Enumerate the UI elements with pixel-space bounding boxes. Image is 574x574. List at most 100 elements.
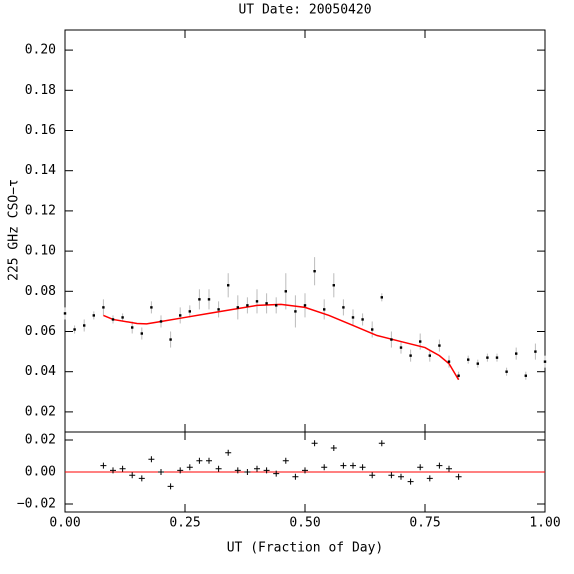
data-point: [524, 374, 527, 377]
data-point: [131, 326, 134, 329]
data-point: [265, 302, 268, 305]
residual-point: [215, 465, 222, 472]
x-tick-label: 0.75: [409, 516, 440, 531]
residual-point: [330, 445, 337, 451]
residual-point: [138, 475, 145, 482]
data-point: [227, 284, 230, 287]
data-point: [342, 306, 345, 309]
residual-point: [100, 462, 107, 469]
data-point: [371, 328, 374, 331]
x-tick-label: 0.00: [49, 516, 80, 531]
residual-point: [119, 465, 126, 472]
residual-point: [129, 472, 136, 479]
residual-point: [196, 457, 203, 464]
x-tick-label: 1.00: [529, 516, 560, 531]
residual-point: [407, 478, 414, 485]
y-tick-label: 0.04: [25, 364, 56, 379]
data-point: [284, 290, 287, 293]
data-point: [159, 320, 163, 323]
residual-point: [282, 457, 289, 464]
data-point: [207, 298, 211, 301]
data-point: [92, 314, 95, 317]
data-point: [543, 360, 547, 363]
residual-point: [350, 462, 356, 469]
data-point: [438, 344, 441, 347]
data-point: [351, 316, 355, 319]
data-point: [428, 354, 431, 357]
residual-point: [340, 462, 347, 469]
data-point: [505, 370, 508, 373]
residual-point: [148, 456, 155, 463]
data-point: [198, 298, 201, 301]
residual-point: [292, 473, 299, 480]
data-point: [323, 308, 326, 311]
data-point: [534, 350, 537, 353]
y-tick-label: 0.08: [25, 284, 56, 299]
data-point: [332, 284, 335, 287]
fit-line: [103, 303, 460, 381]
residual-point: [110, 467, 116, 474]
residual-point: [369, 472, 376, 479]
data-point: [83, 324, 86, 327]
data-point: [179, 314, 182, 317]
y-tick-label: 0.12: [25, 203, 56, 218]
data-point: [486, 356, 489, 359]
residual-point: [398, 473, 404, 480]
residual-point: [446, 465, 452, 472]
data-point: [419, 340, 422, 343]
residual-point: [177, 467, 184, 474]
data-point: [380, 296, 383, 299]
data-point: [102, 306, 105, 309]
data-point: [246, 304, 249, 307]
data-point: [111, 318, 115, 321]
residual-point: [158, 469, 164, 475]
y-tick-label: 0.02: [25, 404, 56, 419]
y-tick-label: 0.00: [25, 465, 56, 480]
residual-point: [311, 440, 318, 447]
y-axis-label: 225 GHz CSO−τ: [7, 179, 22, 281]
y-tick-label: 0.14: [25, 163, 56, 178]
x-tick-label: 0.25: [169, 516, 200, 531]
y-tick-label: 0.10: [25, 244, 56, 259]
data-point: [476, 362, 479, 365]
data-point: [275, 304, 278, 307]
data-point: [467, 358, 470, 361]
residual-point: [426, 475, 433, 482]
residual-point: [388, 472, 395, 479]
x-axis-label: UT (Fraction of Day): [227, 541, 384, 556]
y-tick-label: −0.02: [17, 497, 56, 512]
data-point: [73, 328, 76, 331]
data-point: [121, 316, 124, 319]
residual-point: [359, 464, 366, 471]
residual-point: [436, 462, 443, 469]
residual-point: [186, 464, 193, 471]
y-tick-label: 0.02: [25, 433, 56, 448]
residual-point: [378, 440, 385, 447]
data-point: [236, 306, 239, 309]
data-point: [313, 270, 316, 273]
residual-point: [263, 467, 270, 474]
residual-point: [234, 467, 241, 474]
y-tick-label: 0.18: [25, 83, 56, 98]
data-point: [447, 360, 451, 363]
residual-point: [225, 449, 232, 456]
residual-point: [302, 467, 308, 474]
y-tick-label: 0.20: [25, 43, 56, 58]
y-tick-label: 0.16: [25, 123, 56, 138]
plot-frame: [64, 29, 546, 433]
data-point: [255, 300, 259, 303]
data-point: [303, 304, 307, 307]
x-tick-label: 0.50: [289, 516, 320, 531]
data-point: [169, 338, 172, 341]
residual-point: [167, 483, 174, 490]
data-point: [390, 338, 393, 341]
data-point: [294, 310, 297, 313]
data-point: [63, 312, 67, 315]
data-point: [217, 308, 220, 311]
data-point: [361, 318, 364, 321]
data-point: [457, 374, 460, 377]
residual-point: [254, 465, 260, 472]
residual-point: [206, 457, 212, 464]
chart-title: UT Date: 20050420: [238, 3, 371, 18]
